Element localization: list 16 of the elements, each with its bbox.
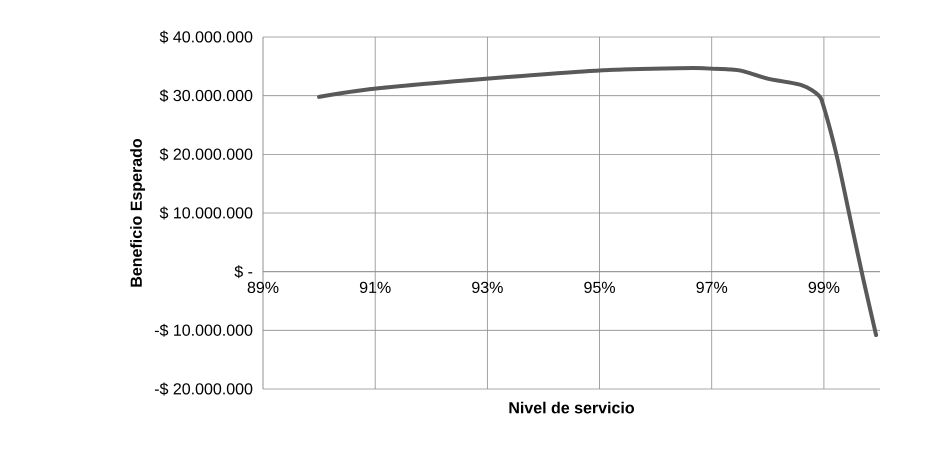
x-axis-title: Nivel de servicio [509,402,634,414]
x-tick-label: 99% [808,282,840,294]
y-tick-label: $ 10.000.000 [160,206,252,220]
y-tick-label: $ 20.000.000 [160,148,252,161]
x-tick-label: 89% [248,282,278,294]
x-tick-label: 97% [696,282,728,294]
y-tick-label: -$ 20.000.000 [154,382,252,396]
y-tick-label: $ 40.000.000 [160,30,252,44]
y-tick-label: $ - [234,265,252,278]
y-tick-label: $ 30.000.000 [160,89,252,102]
x-tick-label: 93% [472,282,503,294]
line-series [317,66,878,338]
y-tick-label: -$ 10.000.000 [154,324,252,337]
x-tick-label: 91% [360,282,391,294]
y-axis-title: Beneficio Esperado [130,138,146,287]
x-tick-label: 95% [584,282,615,294]
